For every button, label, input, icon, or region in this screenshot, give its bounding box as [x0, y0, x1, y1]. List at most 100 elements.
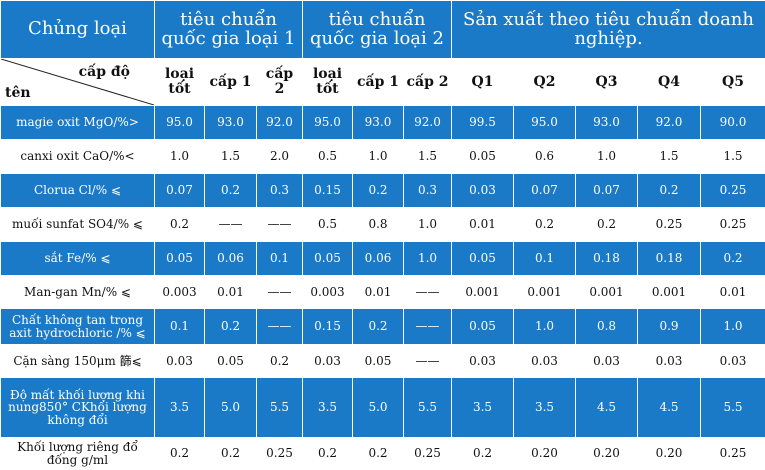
row-label: Clorua Cl/% ⩽ — [1, 174, 155, 208]
table-cell: —— — [404, 276, 452, 309]
table-cell: 0.003 — [155, 276, 205, 309]
table-cell: 0.25 — [638, 208, 701, 242]
table-row: Chất không tan trong axit hydrochloric /… — [1, 309, 765, 345]
table-cell: 0.2 — [257, 345, 303, 378]
row-label: Man-gan Mn/% ⩽ — [1, 276, 155, 309]
table-cell: 0.01 — [205, 276, 257, 309]
level-name-corner-cell: cấp độ tên — [1, 59, 155, 106]
table-cell: 0.25 — [257, 438, 303, 470]
table-cell: 1.5 — [638, 140, 701, 174]
table-cell: 0.8 — [576, 309, 638, 345]
table-cell: —— — [257, 276, 303, 309]
table-cell: 0.20 — [514, 438, 576, 470]
table-cell: 0.2 — [205, 309, 257, 345]
table-cell: —— — [404, 309, 452, 345]
grade-header-cell: loại tốt — [155, 59, 205, 106]
table-cell: 0.2 — [638, 174, 701, 208]
table-cell: 95.0 — [155, 106, 205, 140]
table-cell: 0.05 — [205, 345, 257, 378]
table-cell: 0.03 — [303, 345, 353, 378]
table-cell: 0.001 — [638, 276, 701, 309]
table-cell: 93.0 — [205, 106, 257, 140]
grade-header-cell: Q2 — [514, 59, 576, 106]
table-cell: 4.5 — [576, 378, 638, 438]
grade-header-cell: cấp 2 — [404, 59, 452, 106]
row-label: magie oxit MgO/%> — [1, 106, 155, 140]
table-cell: 0.001 — [576, 276, 638, 309]
table-cell: 0.03 — [514, 345, 576, 378]
table-cell: 0.2 — [576, 208, 638, 242]
type-header: Chủng loại — [1, 1, 155, 59]
table-cell: 0.1 — [514, 242, 576, 276]
row-label: sắt Fe/% ⩽ — [1, 242, 155, 276]
table-cell: 0.20 — [576, 438, 638, 470]
row-label: Độ mất khối lượng khi nung850° CKhối lượ… — [1, 378, 155, 438]
row-label: canxi oxit CaO/%< — [1, 140, 155, 174]
table-cell: 93.0 — [576, 106, 638, 140]
grade-header-cell: cấp 2 — [257, 59, 303, 106]
table-cell: 1.0 — [404, 242, 452, 276]
table-cell: 93.0 — [353, 106, 404, 140]
table-cell: 95.0 — [514, 106, 576, 140]
table-cell: 1.5 — [404, 140, 452, 174]
table-cell: 1.0 — [576, 140, 638, 174]
table-cell: 0.15 — [303, 174, 353, 208]
table-cell: 0.001 — [514, 276, 576, 309]
table-cell: 0.05 — [303, 242, 353, 276]
grade-header-cell: Q5 — [701, 59, 765, 106]
table-cell: 5.0 — [353, 378, 404, 438]
row-label: Khối lượng riêng đổ đống g/ml — [1, 438, 155, 470]
table-cell: 0.03 — [155, 345, 205, 378]
national-standard-2-header: tiêu chuẩn quốc gia loại 2 — [303, 1, 452, 59]
table-cell: 0.05 — [155, 242, 205, 276]
table-cell: 0.5 — [303, 140, 353, 174]
table-cell: 0.25 — [701, 208, 765, 242]
table-cell: 0.01 — [701, 276, 765, 309]
table-cell: 99.5 — [452, 106, 514, 140]
table-cell: 0.20 — [638, 438, 701, 470]
table-cell: 92.0 — [257, 106, 303, 140]
table-cell: 0.2 — [303, 438, 353, 470]
table-cell: 92.0 — [404, 106, 452, 140]
grade-header-cell: loại tốt — [303, 59, 353, 106]
table-cell: 1.0 — [404, 208, 452, 242]
table-cell: 0.9 — [638, 309, 701, 345]
table-cell: 0.05 — [452, 309, 514, 345]
table-cell: 0.2 — [353, 174, 404, 208]
table-cell: 1.0 — [155, 140, 205, 174]
table-cell: 0.2 — [353, 309, 404, 345]
table-cell: 0.2 — [353, 438, 404, 470]
row-label: Cặn sàng 150μm 篩⩽ — [1, 345, 155, 378]
table-cell: 0.18 — [638, 242, 701, 276]
table-row: Độ mất khối lượng khi nung850° CKhối lượ… — [1, 378, 765, 438]
grade-header-cell: cấp 1 — [353, 59, 404, 106]
table-cell: 0.2 — [205, 438, 257, 470]
national-standard-1-header: tiêu chuẩn quốc gia loại 1 — [155, 1, 303, 59]
table-cell: 3.5 — [155, 378, 205, 438]
row-label: muối sunfat SO4/% ⩽ — [1, 208, 155, 242]
table-cell: 0.2 — [514, 208, 576, 242]
table-cell: 0.03 — [452, 174, 514, 208]
table-cell: 1.5 — [701, 140, 765, 174]
table-cell: 0.01 — [353, 276, 404, 309]
table-cell: 5.5 — [701, 378, 765, 438]
table-cell: 0.05 — [353, 345, 404, 378]
table-cell: 0.5 — [303, 208, 353, 242]
table-cell: 0.1 — [257, 242, 303, 276]
table-cell: 0.07 — [514, 174, 576, 208]
grade-header-cell: cấp 1 — [205, 59, 257, 106]
table-cell: 0.01 — [452, 208, 514, 242]
table-cell: 4.5 — [638, 378, 701, 438]
table-cell: 0.25 — [701, 174, 765, 208]
table-cell: 0.03 — [452, 345, 514, 378]
grade-header-cell: Q4 — [638, 59, 701, 106]
table-cell: 1.0 — [514, 309, 576, 345]
table-cell: —— — [404, 345, 452, 378]
